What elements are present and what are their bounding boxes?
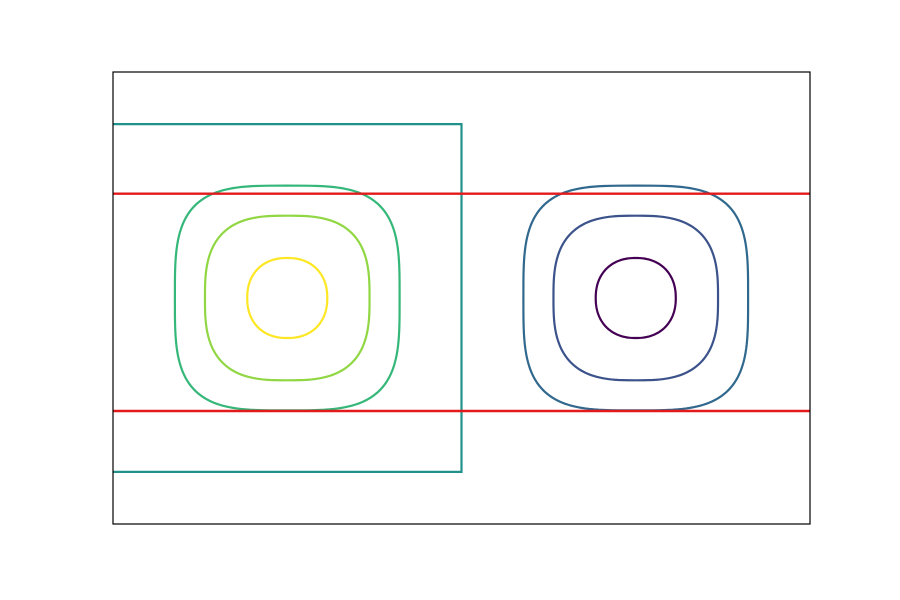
contour-line-3	[113, 123, 463, 473]
axes-frame	[112, 71, 811, 525]
contour-line-6	[246, 256, 329, 340]
contour-line-5	[203, 214, 371, 382]
contour-line-0	[594, 256, 677, 340]
contour-line-1	[552, 214, 720, 382]
plot-area	[113, 123, 810, 473]
